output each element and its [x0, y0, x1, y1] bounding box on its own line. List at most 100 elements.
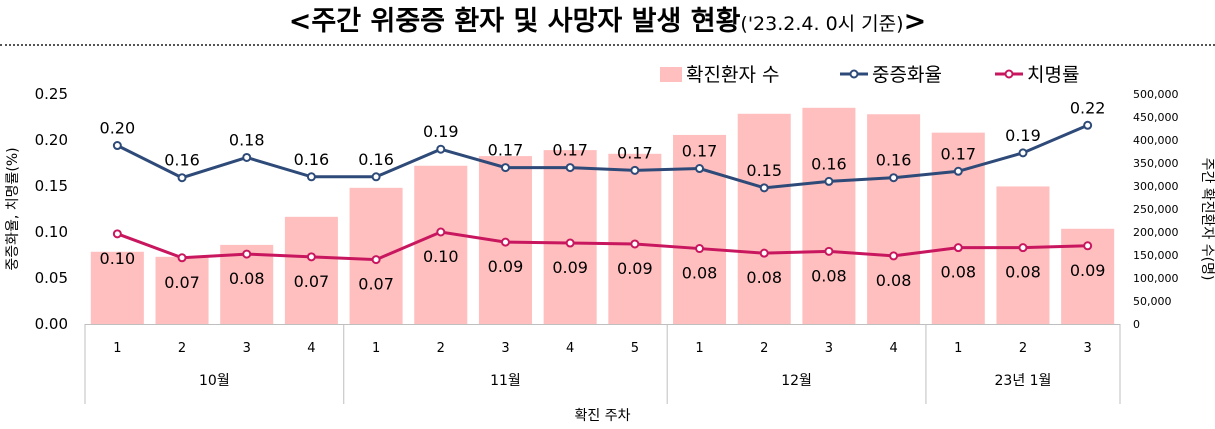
chart-title-end: > [903, 6, 927, 37]
bar-confirmed-cases [543, 150, 597, 324]
x-week-label: 2 [1019, 341, 1027, 356]
point-severe-rate [565, 163, 575, 173]
data-label-severe-rate: 0.16 [811, 154, 847, 173]
bar-confirmed-cases [996, 186, 1050, 324]
data-label-fatality-rate: 0.08 [811, 266, 847, 285]
y-right-tick-label: 100,000 [1133, 272, 1179, 285]
data-label-fatality-rate: 0.07 [164, 273, 200, 292]
point-severe-rate [695, 164, 705, 174]
x-month-label: 10월 [199, 373, 230, 389]
x-week-label: 4 [566, 341, 574, 356]
bar-confirmed-cases [931, 132, 985, 324]
bar-confirmed-cases [802, 107, 856, 324]
y-right-tick-label: 350,000 [1133, 157, 1179, 170]
data-label-severe-rate: 0.17 [617, 143, 653, 162]
data-label-fatality-rate: 0.08 [876, 271, 912, 290]
data-label-fatality-rate: 0.09 [552, 258, 588, 277]
data-label-severe-rate: 0.22 [1070, 98, 1106, 117]
x-week-label: 1 [954, 341, 962, 356]
legend-label-severe-rate: 중증화율 [872, 64, 942, 86]
bar-confirmed-cases [90, 251, 144, 324]
point-fatality-rate [371, 255, 381, 265]
point-severe-rate [112, 141, 122, 151]
line-severe-rate [116, 123, 1089, 190]
legend-label-confirmed: 확진환자 수 [686, 64, 779, 86]
y-left-tick-label: 0.00 [35, 315, 68, 333]
legend-swatch-confirmed [660, 67, 682, 82]
data-label-severe-rate: 0.16 [876, 151, 912, 170]
point-severe-rate [953, 166, 963, 176]
bar-confirmed-cases [608, 153, 662, 324]
y-left-tick-label: 0.15 [35, 177, 68, 195]
y-right-tick-label: 400,000 [1133, 134, 1179, 147]
point-fatality-rate [695, 244, 705, 254]
data-label-severe-rate: 0.16 [294, 150, 330, 169]
point-fatality-rate [889, 251, 899, 261]
data-label-severe-rate: 0.17 [940, 144, 976, 163]
x-week-label: 3 [825, 341, 833, 356]
y-right-tick-label: 50,000 [1133, 295, 1172, 308]
point-severe-rate [242, 152, 252, 162]
data-label-fatality-rate: 0.08 [682, 264, 718, 283]
x-week-label: 1 [695, 341, 703, 356]
point-severe-rate [759, 183, 769, 193]
point-severe-rate [500, 163, 510, 173]
point-severe-rate [889, 173, 899, 183]
y-right-tick-label: 200,000 [1133, 226, 1179, 239]
data-label-fatality-rate: 0.10 [423, 247, 459, 266]
point-fatality-rate [242, 249, 252, 259]
data-label-fatality-rate: 0.07 [294, 272, 330, 291]
legend-swatch-marker [1004, 69, 1014, 79]
chart-axes [84, 324, 1121, 404]
point-fatality-rate [953, 243, 963, 253]
chart-title: <주간 위중증 환자 및 사망자 발생 현황('23.2.4. 0시 기준)> [0, 2, 1215, 45]
x-week-label: 2 [178, 341, 186, 356]
point-fatality-rate [436, 227, 446, 237]
y-right-tick-label: 0 [1133, 318, 1140, 331]
line-series [112, 120, 1093, 265]
x-week-label: 5 [631, 341, 639, 356]
x-week-label: 2 [760, 341, 768, 356]
y-left-axis-title: 중증화율, 치명률(%) [5, 147, 21, 270]
data-label-severe-rate: 0.17 [488, 141, 524, 160]
point-severe-rate [306, 172, 316, 182]
x-week-label: 4 [889, 341, 897, 356]
x-week-label: 1 [372, 341, 380, 356]
data-label-severe-rate: 0.18 [229, 130, 265, 149]
data-label-fatality-rate: 0.08 [746, 268, 782, 287]
data-label-severe-rate: 0.20 [100, 119, 136, 138]
x-week-label: 2 [437, 341, 445, 356]
bar-confirmed-cases [155, 256, 209, 324]
bar-confirmed-cases [284, 216, 338, 324]
y-right-tick-label: 250,000 [1133, 203, 1179, 216]
bar-confirmed-cases [867, 114, 921, 325]
y-left-tick-label: 0.05 [35, 269, 68, 287]
x-week-label: 1 [113, 341, 121, 356]
chart-title-date: ('23.2.4. 0시 기준) [740, 13, 904, 35]
data-labels: 0.20 0.16 0.18 0.16 0.16 0.19 0.17 0.17 0.17 0.17… [100, 98, 1106, 293]
y-axes: 0.00 0.05 0.10 0.15 0.20 0.25 0 50,000 100,000 15… [5, 85, 1215, 333]
y-right-tick-label: 500,000 [1133, 88, 1179, 101]
data-label-fatality-rate: 0.08 [940, 263, 976, 282]
point-fatality-rate [630, 239, 640, 249]
y-right-tick-label: 150,000 [1133, 249, 1179, 262]
data-label-fatality-rate: 0.08 [1005, 263, 1041, 282]
data-label-fatality-rate: 0.10 [100, 249, 136, 268]
data-label-severe-rate: 0.19 [1005, 126, 1041, 145]
x-week-label: 3 [501, 341, 509, 356]
point-severe-rate [630, 165, 640, 175]
data-label-severe-rate: 0.17 [552, 141, 588, 160]
point-severe-rate [1083, 120, 1093, 130]
bar-confirmed-cases [673, 134, 727, 324]
chart-title-main: <주간 위중증 환자 및 사망자 발생 현황 [288, 6, 741, 37]
y-left-tick-label: 0.10 [35, 223, 68, 241]
title-divider [0, 44, 1215, 46]
data-label-fatality-rate: 0.09 [1070, 261, 1106, 280]
point-fatality-rate [177, 253, 187, 263]
data-label-severe-rate: 0.16 [358, 150, 394, 169]
x-week-label: 4 [307, 341, 315, 356]
point-fatality-rate [759, 248, 769, 258]
data-label-severe-rate: 0.15 [746, 161, 782, 180]
point-fatality-rate [565, 238, 575, 248]
